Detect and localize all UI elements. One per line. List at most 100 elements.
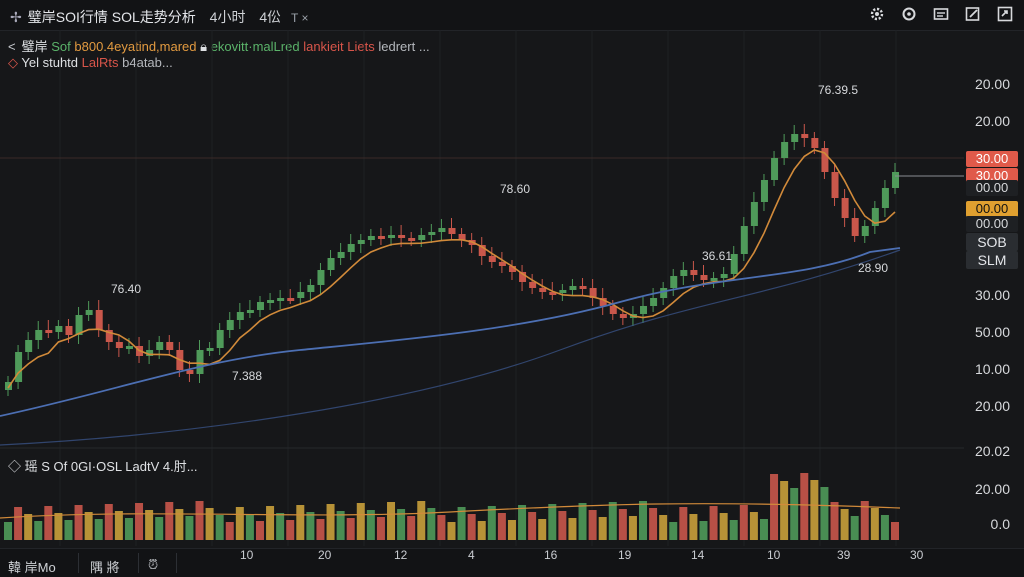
volume-bar [628,516,637,540]
volume-bar [477,521,486,540]
candle-body [841,198,849,218]
ma-long-line [0,249,901,446]
divider [138,553,139,573]
alarm-icon[interactable]: ⏰︎ [148,557,159,572]
volume-bar [306,512,315,540]
pin-icon[interactable]: ✢ [10,9,22,25]
price-tag: 30.00 [966,151,1018,167]
indicator-legend-2: ◇ Yel stuhtd LalRts b4atab... [8,55,173,71]
volume-bar [185,516,194,540]
candle-body [791,134,799,142]
candle-body [256,302,264,310]
volume-bar [880,515,889,540]
volume-bar [800,473,809,540]
edit-icon[interactable] [964,5,982,23]
candle-body [327,258,335,270]
settings-icon[interactable] [900,5,918,23]
time-axis-label: 12 [394,548,408,562]
volume-bar [891,522,899,540]
volume-bar [548,504,557,540]
volume-bar [719,513,728,540]
candle-body [65,326,73,335]
candle-body [337,252,345,258]
volume-bar [709,506,718,540]
timeframe-label[interactable]: 4小时 [209,9,246,25]
volume-bar [296,505,305,540]
volume-bar [407,516,416,540]
volume-bar [790,488,799,540]
ma-slow-line [0,247,901,417]
candle-body [246,310,254,313]
candle-body [166,342,174,350]
candle-body [418,235,426,240]
time-axis-label: 30 [910,548,924,562]
volume-bar [669,522,678,540]
legend2-a: Yel stuhtd [21,55,79,70]
candle-body [408,238,416,241]
volume-bar [205,508,214,540]
gear-icon[interactable] [868,5,886,23]
candle-body [569,286,577,290]
volume-bar [729,520,738,540]
time-axis-label: 10 [240,548,254,562]
volume-bar [497,513,506,540]
volume-bar [639,501,648,540]
candle-body [287,298,295,301]
volume-bar [759,519,768,540]
volume-bar [689,514,698,540]
candlestick-chart[interactable]: 76.39.5 78.60 76.40 7.388 36.61 28.90 [0,30,964,546]
candle-body [85,310,93,315]
legend-mid: ekovitt·malLred [210,39,300,54]
legend-values: b800.4eyatind,mared [74,39,197,54]
price-axis-label: 20.00 [974,76,1010,92]
candle-body [206,348,214,351]
candle-body [277,298,285,301]
diamond-icon[interactable]: ◇ [8,55,18,70]
candle-body [95,310,103,330]
price-axis-label: 30.00 [974,287,1010,303]
volume-bar [659,515,668,540]
candle-body [488,256,496,262]
close-icon[interactable]: T × [291,11,309,25]
candle-body [317,270,325,285]
volume-bar [376,517,385,540]
volume-bar [487,506,496,540]
collapse-icon[interactable]: < [8,39,16,54]
volume-bar [417,501,426,540]
volume-bar [124,518,133,540]
legend-symbol: Sof [51,39,71,54]
volume-bar [34,521,43,540]
volume-bar [266,506,275,540]
candle-body [549,292,557,295]
volume-bar [155,517,164,540]
volume-bar [649,508,658,540]
volume-bar [346,518,355,540]
symbol-title: 璧岸SOI行情 SOL走势分析 [27,9,196,25]
lock-icon[interactable]: 🔒︎ [200,39,208,54]
volume-bar [326,504,335,540]
volume-bar [608,502,617,540]
bottom-bar: 韓 岸Mo 隅 將 ⏰︎ [0,548,1024,577]
divider [176,553,177,573]
candle-body [589,288,597,298]
volume-bar [356,503,365,540]
fullscreen-icon[interactable] [996,5,1014,23]
legend2-c: b4atab... [122,55,173,70]
timeframe-label-2[interactable]: 4伀 [259,9,282,25]
candle-body [115,342,123,348]
candle-body [801,134,809,138]
candle-body [377,236,385,239]
candle-body [519,272,527,282]
bottom-left-label[interactable]: 韓 岸Mo [8,560,56,575]
candle-body [146,350,154,356]
layout-icon[interactable] [932,5,950,23]
volume-bar [14,507,23,540]
volume-bar [4,522,12,540]
candle-body [105,330,113,342]
candle-body [760,180,768,202]
volume-bar [870,508,879,540]
candle-body [388,235,396,238]
bottom-mid-label[interactable]: 隅 將 [90,560,120,575]
price-axis-label: 20.00 [974,481,1010,497]
candle-body [226,320,234,330]
